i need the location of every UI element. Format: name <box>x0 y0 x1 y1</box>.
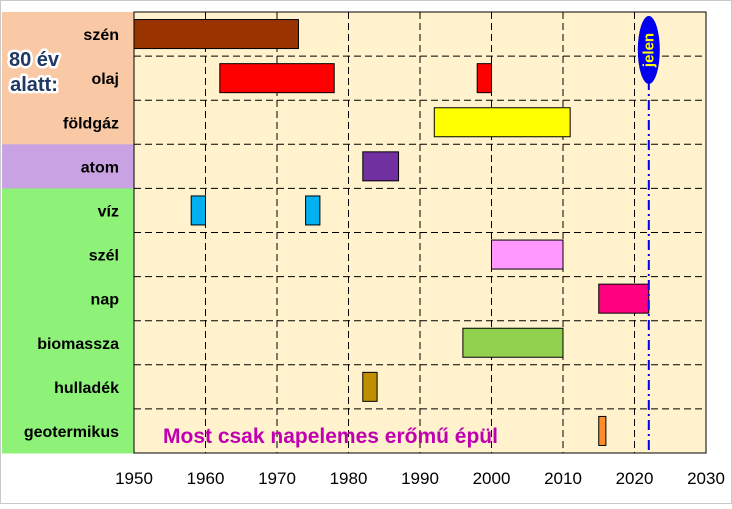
bar-szél <box>491 239 564 270</box>
vertical-grid <box>134 12 707 453</box>
category-band <box>2 364 134 410</box>
annotation-text: Most csak napelemes erőmű épül <box>163 425 498 448</box>
current-year-marker-badge <box>637 16 660 84</box>
category-label: biomassza <box>37 336 119 353</box>
x-tick-label: 2030 <box>687 469 725 488</box>
category-label: szél <box>89 248 119 265</box>
bar-szén <box>133 19 299 50</box>
category-label: szén <box>83 27 119 44</box>
category-label: víz <box>98 203 119 220</box>
category-band <box>2 232 134 278</box>
x-tick-label: 1950 <box>115 469 153 488</box>
current-year-marker-label: jelen <box>640 33 657 68</box>
x-tick-label: 1960 <box>187 469 225 488</box>
bar-víz <box>190 195 206 226</box>
side-label-line: 80 év <box>9 49 60 71</box>
bar-hulladék <box>362 371 378 402</box>
category-label: földgáz <box>63 115 119 132</box>
category-label: hulladék <box>54 380 119 397</box>
category-band <box>2 100 134 145</box>
bar-nap <box>598 283 650 314</box>
bar-biomassza <box>462 327 564 358</box>
x-tick-label: 2020 <box>616 469 654 488</box>
bar-víz <box>305 195 321 226</box>
category-band <box>2 12 134 57</box>
bar-olaj <box>476 63 493 94</box>
side-label-outline: alatt: <box>10 74 58 96</box>
category-band <box>2 276 134 322</box>
x-tick-label: 2010 <box>544 469 582 488</box>
bar-geotermikus <box>598 415 607 446</box>
category-band <box>2 408 134 454</box>
bar-atom <box>362 151 400 182</box>
category-band <box>2 144 134 189</box>
category-band <box>2 56 134 101</box>
x-tick-label: 1980 <box>330 469 368 488</box>
category-label: olaj <box>91 71 119 88</box>
bar-földgáz <box>433 107 571 138</box>
side-label-line: alatt: <box>10 74 58 96</box>
plot-border <box>133 11 707 454</box>
x-tick-label: 1970 <box>258 469 296 488</box>
x-tick-label: 1990 <box>401 469 439 488</box>
category-label: atom <box>81 159 119 176</box>
category-band <box>2 188 134 233</box>
x-tick-label: 2000 <box>473 469 511 488</box>
category-band <box>2 320 134 366</box>
category-label: geotermikus <box>24 424 119 441</box>
side-label-outline: 80 év <box>9 49 60 71</box>
bar-olaj <box>219 63 335 94</box>
category-label: nap <box>91 292 120 309</box>
